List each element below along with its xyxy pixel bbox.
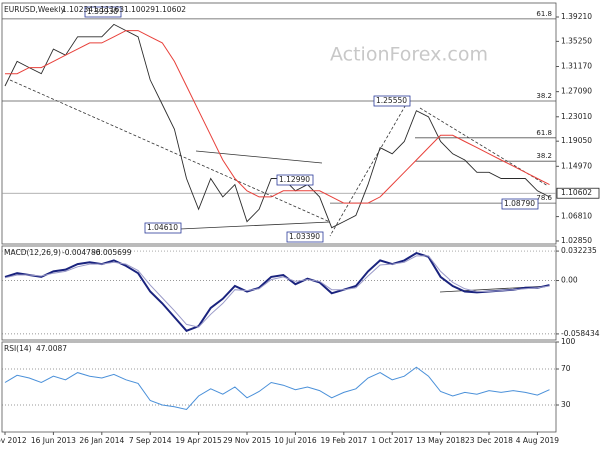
- y-tick-label: 1.02850: [561, 236, 592, 245]
- trend-line: [195, 150, 323, 164]
- pane-reading: -0.004786: [62, 248, 101, 257]
- x-tick-label: 16 Jun 2013: [31, 436, 76, 445]
- x-tick-label: 10 Jul 2016: [274, 436, 317, 445]
- annotation: 1.04610: [147, 223, 178, 232]
- x-tick-label: 19 Feb 2017: [320, 436, 367, 445]
- pane-reading: 1.10029: [124, 5, 155, 14]
- annotation: 1.12990: [279, 175, 310, 184]
- series-line: [4, 366, 550, 411]
- pane-reading: 1.10602: [155, 5, 186, 14]
- annotation: 1.08790: [504, 199, 535, 208]
- pane-reading: -0.005699: [93, 248, 132, 257]
- annotation-box: [84, 6, 122, 18]
- annotation: 1.03390: [289, 232, 320, 241]
- fib-label: 38.2: [536, 152, 552, 160]
- y-tick-label: 70: [561, 364, 571, 373]
- watermark: ActionForex.com: [330, 44, 488, 66]
- series-line: [4, 252, 550, 332]
- pane-title: RSI(14): [4, 344, 32, 353]
- fib-label: 61.8: [536, 129, 552, 137]
- y-tick-label: 1.31170: [561, 62, 592, 71]
- y-tick-label: 1.14970: [561, 161, 592, 170]
- pane-reading: 1.10234: [62, 5, 93, 14]
- x-tick-label: 26 Jan 2014: [79, 436, 124, 445]
- fib-label: 61.8: [536, 10, 552, 18]
- pane-title: EURUSD,Weekly: [4, 5, 65, 14]
- trend-line: [329, 100, 409, 237]
- fib-label: 78.6: [536, 194, 552, 202]
- x-tick-label: 23 Dec 2018: [465, 436, 513, 445]
- last-price-label: 1.10602: [561, 188, 592, 197]
- last-price-box: [556, 187, 600, 199]
- series-line: [5, 30, 550, 204]
- x-tick-label: 4 Aug 2019: [516, 436, 559, 445]
- y-tick-label: 0.032235: [561, 246, 597, 255]
- y-tick-label: 30: [561, 400, 571, 409]
- y-tick-label: 1.27090: [561, 87, 592, 96]
- x-tick-label: 19 Apr 2015: [175, 436, 222, 445]
- x-tick-label: 29 Nov 2015: [223, 436, 271, 445]
- annotation-box: [144, 222, 182, 234]
- pane-frame: [1, 245, 557, 341]
- pane-frame: [1, 2, 557, 245]
- annotation: 1.25550: [376, 96, 407, 105]
- y-tick-label: 1.23010: [561, 112, 592, 121]
- y-tick-label: 1.35250: [561, 36, 592, 45]
- pane-title: MACD(12,26,9): [4, 248, 61, 257]
- y-tick-label: 0.00: [561, 276, 578, 285]
- series-line: [4, 255, 550, 328]
- pane-reading: 1.11163: [93, 5, 124, 14]
- y-tick-label: 1.39210: [561, 12, 592, 21]
- annotation-box: [501, 198, 539, 210]
- x-tick-label: 1 Oct 2017: [371, 436, 413, 445]
- y-tick-label: 100: [561, 337, 576, 346]
- annotation-box: [276, 174, 314, 186]
- x-tick-label: 4 Nov 2012: [0, 436, 27, 445]
- fib-label: 38.2: [536, 92, 552, 100]
- y-tick-label: -0.058434: [561, 329, 600, 338]
- annotation: 1.39930: [87, 7, 118, 16]
- trend-line: [179, 221, 331, 230]
- y-tick-label: 1.06810: [561, 212, 592, 221]
- annotation-box: [373, 95, 411, 107]
- x-tick-label: 7 Sep 2014: [129, 436, 172, 445]
- x-tick-label: 13 May 2018: [416, 436, 465, 445]
- trend-line: [9, 79, 331, 223]
- annotation-box: [286, 231, 324, 243]
- pane-reading: 47.0087: [36, 344, 67, 353]
- y-tick-label: 1.19050: [561, 136, 592, 145]
